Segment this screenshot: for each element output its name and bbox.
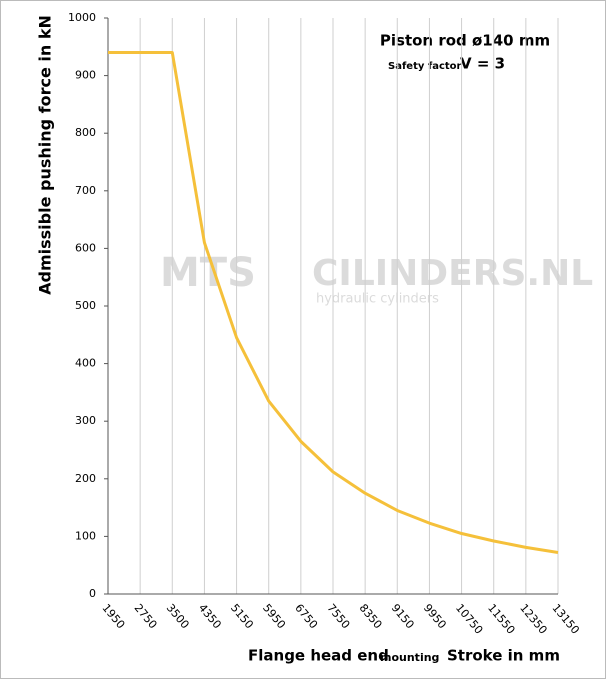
y-tick-label: 700 — [75, 184, 96, 197]
annotation: Safety factor — [388, 61, 462, 72]
y-tick-label: 500 — [75, 299, 96, 312]
y-tick-label: 900 — [75, 69, 96, 82]
y-tick-label: 100 — [75, 529, 96, 542]
y-tick-label: 200 — [75, 472, 96, 485]
annotation: Piston rod ø140 mm — [380, 32, 550, 50]
watermark-right: CILINDERS.NL — [312, 253, 593, 294]
y-tick-label: 800 — [75, 126, 96, 139]
y-tick-label: 600 — [75, 241, 96, 254]
watermark-sub: hydraulic cylinders — [316, 292, 439, 307]
y-axis-label: Admissible pushing force in kN — [36, 15, 55, 295]
y-tick-label: 300 — [75, 414, 96, 427]
data-line — [108, 51, 559, 555]
annotation: V = 3 — [460, 55, 505, 73]
y-tick-label: 400 — [75, 357, 96, 370]
y-tick-label: 0 — [89, 587, 96, 600]
x-axis-label: Flange head end — [248, 647, 389, 665]
x-axis-label: Stroke in mm — [447, 647, 560, 665]
x-axis-label: mounting — [380, 651, 439, 664]
y-tick-label: 1000 — [68, 11, 96, 24]
